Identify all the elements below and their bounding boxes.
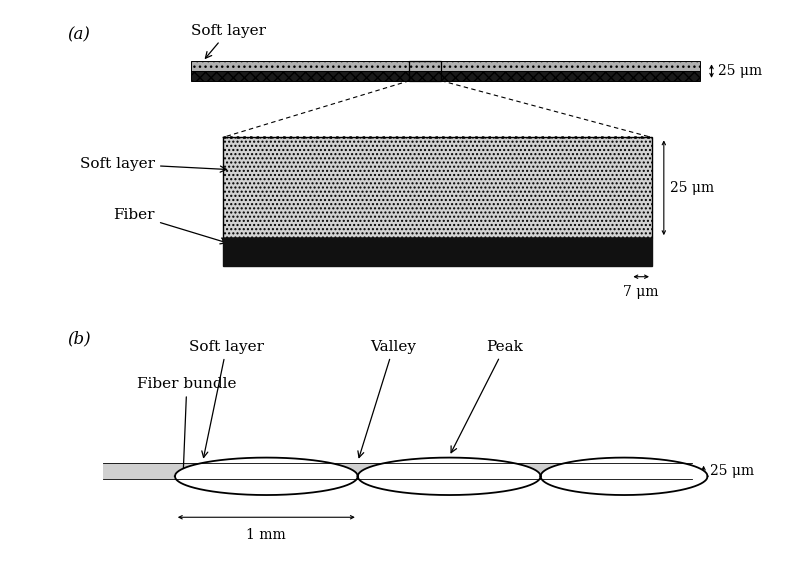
Polygon shape [287,238,308,249]
Polygon shape [191,71,700,81]
Polygon shape [459,238,480,249]
Polygon shape [566,238,588,249]
Polygon shape [545,238,566,249]
Text: Peak: Peak [451,340,523,453]
Polygon shape [502,238,523,249]
Text: 1 mm: 1 mm [246,528,286,542]
Text: (b): (b) [68,331,91,347]
Text: Valley: Valley [358,340,417,457]
Polygon shape [308,238,330,249]
Polygon shape [244,238,266,249]
Polygon shape [394,238,416,249]
Text: Fiber: Fiber [114,208,227,244]
Text: Soft layer: Soft layer [189,340,264,457]
Polygon shape [223,238,652,266]
Polygon shape [373,238,394,249]
Text: Fiber bundle: Fiber bundle [137,377,237,478]
Polygon shape [223,137,652,238]
Polygon shape [523,238,545,249]
Text: Soft layer: Soft layer [80,157,227,172]
Text: (a): (a) [68,26,91,43]
Polygon shape [609,238,630,249]
Polygon shape [191,61,700,71]
Text: 25 μm: 25 μm [670,181,715,195]
Text: Soft layer: Soft layer [191,24,266,58]
Polygon shape [351,238,373,249]
Polygon shape [588,238,609,249]
Polygon shape [480,238,502,249]
Text: 25 μm: 25 μm [710,464,754,478]
Polygon shape [330,238,351,249]
Polygon shape [266,238,287,249]
Polygon shape [630,238,652,249]
Polygon shape [437,238,459,249]
Bar [409,61,441,81]
Text: 25 μm: 25 μm [718,64,762,78]
Polygon shape [103,463,692,479]
Polygon shape [223,238,244,249]
Polygon shape [416,238,437,249]
Text: 7 μm: 7 μm [623,285,659,300]
